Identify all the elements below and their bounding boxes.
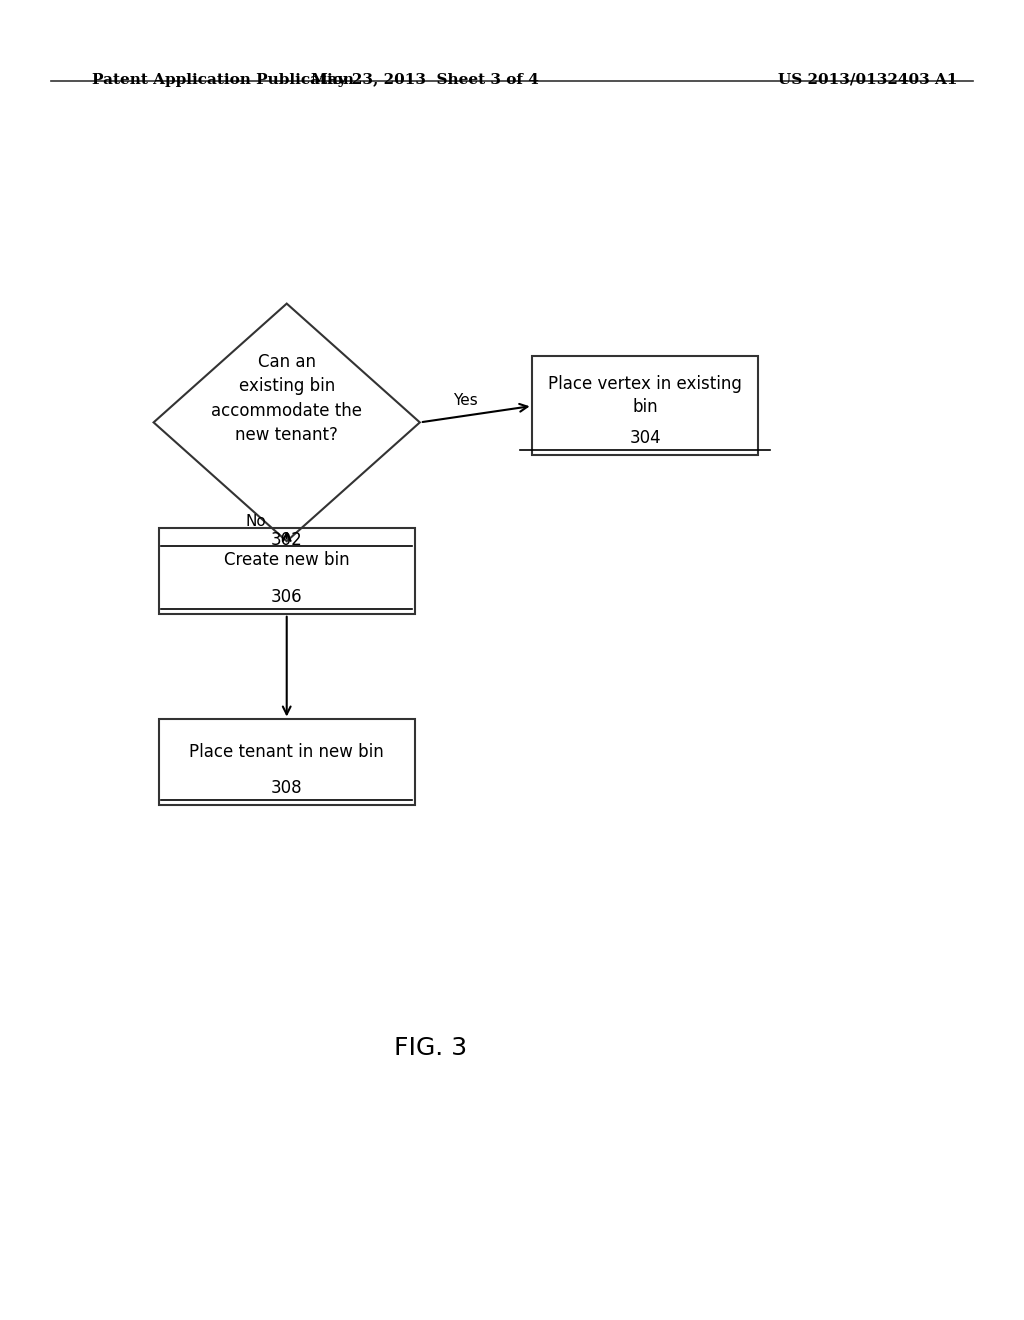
Text: 306: 306 — [271, 587, 302, 606]
Text: Place tenant in new bin: Place tenant in new bin — [189, 743, 384, 760]
Text: Place vertex in existing
bin: Place vertex in existing bin — [548, 375, 742, 416]
Text: FIG. 3: FIG. 3 — [393, 1036, 467, 1060]
Text: No: No — [246, 513, 266, 529]
Text: Yes: Yes — [454, 392, 478, 408]
Text: May 23, 2013  Sheet 3 of 4: May 23, 2013 Sheet 3 of 4 — [311, 73, 539, 87]
Text: 302: 302 — [270, 531, 303, 549]
Text: Patent Application Publication: Patent Application Publication — [92, 73, 354, 87]
Text: US 2013/0132403 A1: US 2013/0132403 A1 — [778, 73, 957, 87]
Text: Can an
existing bin
accommodate the
new tenant?: Can an existing bin accommodate the new … — [211, 354, 362, 444]
Text: 304: 304 — [630, 429, 660, 447]
Text: Create new bin: Create new bin — [224, 552, 349, 569]
Text: 308: 308 — [271, 779, 302, 797]
